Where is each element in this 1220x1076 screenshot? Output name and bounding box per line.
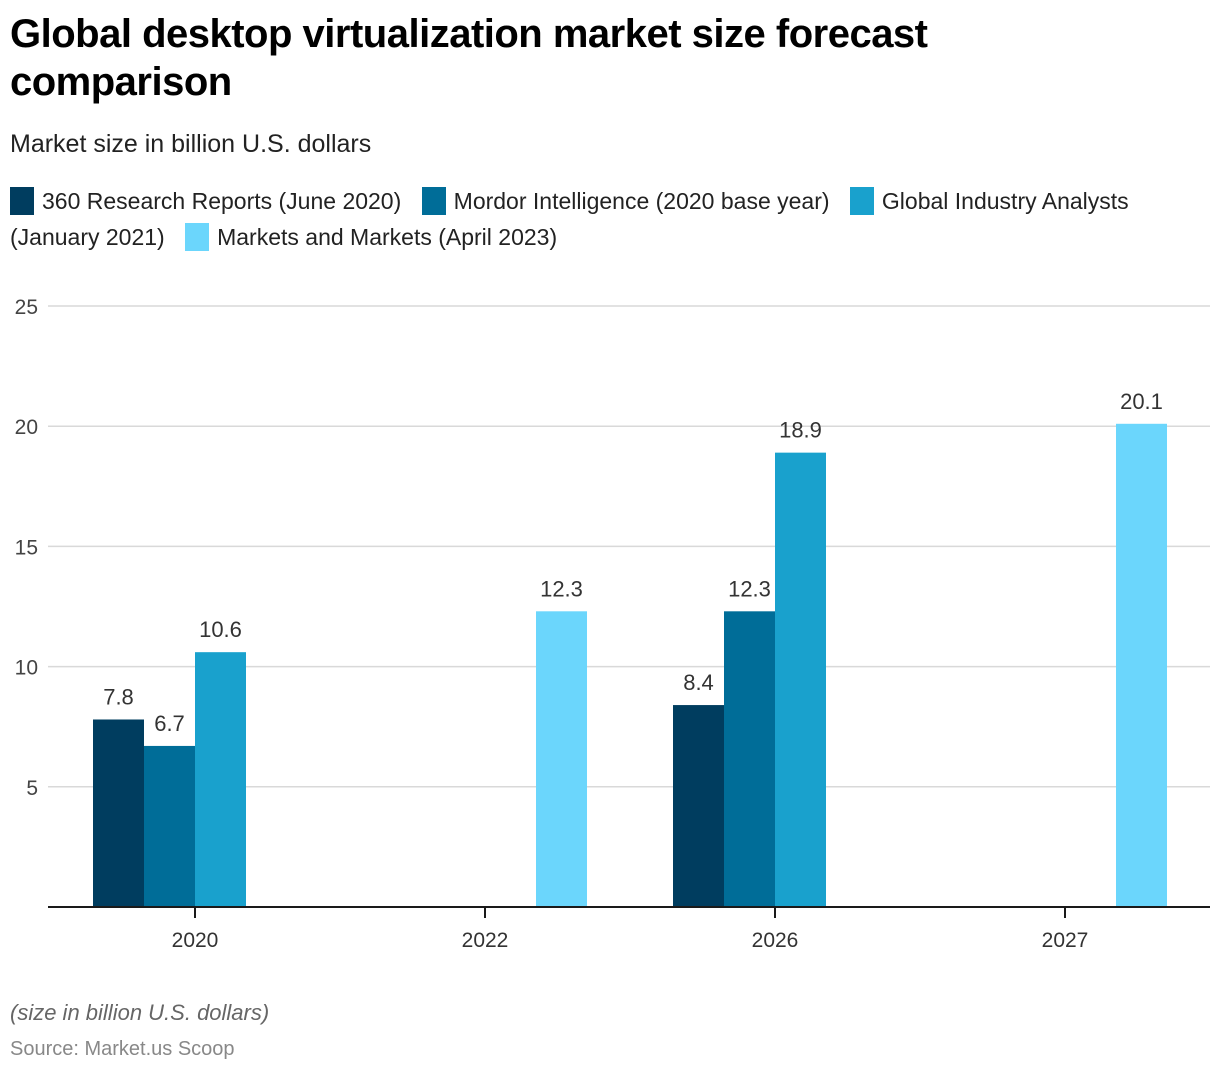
data-label: 6.7 — [154, 711, 185, 736]
chart-source: Source: Market.us Scoop — [10, 1038, 235, 1060]
legend-label: Markets and Markets (April 2023) — [217, 224, 558, 250]
legend-item-global-industry[interactable]: Global Industry Analysts (January 2021) — [10, 187, 1129, 250]
bar[interactable] — [93, 719, 144, 907]
legend-label: Mordor Intelligence (2020 base year) — [453, 188, 830, 214]
legend-item-markets-and-markets[interactable]: Markets and Markets (April 2023) — [185, 223, 558, 251]
data-label: 12.3 — [540, 576, 583, 601]
bar[interactable] — [673, 705, 724, 907]
bar[interactable] — [775, 452, 826, 907]
bar[interactable] — [724, 611, 775, 907]
bar[interactable] — [536, 611, 587, 907]
bars — [93, 423, 1167, 907]
x-tick-label: 2020 — [172, 929, 219, 952]
bar[interactable] — [1116, 423, 1167, 907]
data-label: 12.3 — [728, 576, 771, 601]
data-label: 18.9 — [779, 418, 822, 443]
x-axis-ticks: 2020 2022 2026 2027 — [172, 907, 1089, 952]
data-label: 10.6 — [199, 617, 242, 642]
legend-swatch — [849, 187, 874, 215]
legend-swatch — [185, 223, 210, 251]
data-label: 7.8 — [103, 684, 134, 709]
legend-label: 360 Research Reports (June 2020) — [42, 188, 402, 214]
legend-item-mordor[interactable]: Mordor Intelligence (2020 base year) — [421, 187, 836, 215]
x-tick-label: 2022 — [462, 929, 509, 952]
chart-subtitle: Market size in billion U.S. dollars — [10, 130, 372, 158]
y-tick-label: 10 — [15, 657, 38, 680]
chart-note: (size in billion U.S. dollars) — [10, 1000, 270, 1025]
data-label: 20.1 — [1120, 389, 1163, 414]
bar[interactable] — [144, 745, 195, 907]
legend-swatch — [10, 187, 34, 215]
legend-swatch — [421, 187, 446, 215]
x-tick-label: 2026 — [752, 929, 799, 952]
y-tick-label: 25 — [15, 296, 38, 319]
data-labels: 7.8 8.4 6.7 12.3 10.6 18.9 12.3 20.1 — [103, 389, 1163, 736]
legend: 360 Research Reports (June 2020) Mordor … — [10, 183, 1210, 255]
y-tick-label: 15 — [15, 536, 38, 559]
chart-title: Global desktop virtualization market siz… — [10, 12, 928, 104]
y-axis-ticks: 5 10 15 20 25 — [15, 296, 38, 800]
legend-item-360-research[interactable]: 360 Research Reports (June 2020) — [10, 187, 408, 215]
data-label: 8.4 — [683, 670, 714, 695]
legend-label: Global Industry Analysts (January 2021) — [10, 188, 1129, 250]
y-tick-label: 20 — [15, 416, 38, 439]
bar[interactable] — [195, 652, 246, 907]
x-tick-label: 2027 — [1042, 929, 1089, 952]
y-tick-label: 5 — [26, 777, 38, 800]
